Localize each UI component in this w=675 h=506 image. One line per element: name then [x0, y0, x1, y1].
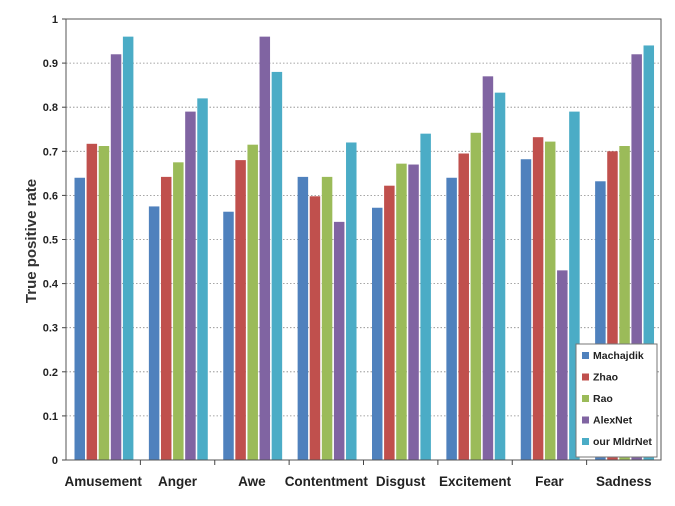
legend-entry: Zhao — [593, 372, 618, 384]
legend-entry: our MldrNet — [593, 436, 652, 448]
legend-swatch — [582, 352, 589, 359]
y-tick-label: 0.2 — [43, 367, 58, 379]
x-tick-label: Anger — [158, 474, 198, 489]
y-tick-label: 0.5 — [43, 235, 58, 247]
x-tick-labels: Amusement Anger Awe Contentment Disgust Excit… — [65, 474, 652, 489]
bar-our-mldrnet-awe — [271, 71, 283, 461]
x-tick-label: Amusement — [65, 474, 143, 489]
bar-rao-awe — [247, 144, 258, 460]
bar-machajdik-excitement — [446, 177, 457, 460]
x-tick-label: Excitement — [439, 474, 512, 489]
y-tick-labels: 0 0.1 0.2 0.3 0.4 0.5 0.6 0.7 0.8 0.9 1 — [43, 14, 59, 467]
bar-alexnet-contentment — [333, 221, 345, 460]
bar-machajdik-fear — [520, 159, 532, 460]
x-tick-label: Disgust — [376, 474, 426, 489]
y-tick-label: 0.9 — [43, 58, 58, 70]
bar-zhao-disgust — [384, 185, 395, 460]
bar-zhao-amusement — [86, 143, 98, 461]
bar-rao-amusement — [98, 146, 110, 460]
x-tick-label: Awe — [238, 474, 266, 489]
bar-zhao-excitement — [458, 153, 469, 460]
bar-rao-anger — [173, 162, 184, 460]
bar-alexnet-fear — [557, 270, 568, 460]
bar-our-mldrnet-anger — [197, 98, 208, 460]
y-axis-label: True positive rate — [23, 179, 40, 303]
bars-group — [74, 36, 655, 461]
bar-rao-disgust — [396, 163, 407, 460]
bar-zhao-sadness — [607, 151, 618, 461]
bar-zhao-awe — [235, 160, 246, 460]
y-tick-label: 0.6 — [43, 190, 58, 202]
bar-zhao-fear — [532, 137, 544, 461]
bar-our-mldrnet-contentment — [346, 142, 357, 461]
bar-our-mldrnet-excitement — [494, 92, 506, 460]
bar-our-mldrnet-amusement — [122, 36, 134, 460]
x-tick-label: Sadness — [596, 474, 652, 489]
bar-machajdik-awe — [223, 211, 234, 460]
y-tick-label: 0 — [52, 455, 58, 467]
bar-machajdik-disgust — [372, 207, 383, 460]
bar-our-mldrnet-fear — [569, 111, 580, 461]
bar-machajdik-contentment — [297, 176, 309, 461]
legend: Machajdik Zhao Rao AlexNet our MldrNet — [575, 343, 658, 458]
y-tick-label: 0.4 — [43, 279, 59, 291]
bar-alexnet-disgust — [408, 164, 419, 460]
legend-swatch — [582, 395, 589, 402]
legend-entry: Rao — [593, 393, 613, 405]
legend-swatch — [582, 416, 589, 424]
legend-swatch — [582, 373, 589, 381]
y-tick-label: 0.3 — [43, 323, 58, 335]
x-tick-label: Contentment — [285, 474, 369, 489]
legend-entry: AlexNet — [593, 415, 633, 427]
x-tick-label: Fear — [535, 474, 564, 489]
legend-swatch — [582, 438, 589, 445]
y-tick-label: 0.1 — [43, 411, 58, 423]
bar-rao-contentment — [321, 176, 333, 461]
bar-zhao-anger — [160, 176, 172, 461]
axes — [62, 18, 662, 465]
bar-machajdik-anger — [148, 206, 160, 460]
bar-machajdik-amusement — [74, 177, 85, 460]
bar-rao-fear — [544, 141, 556, 460]
legend-box — [575, 343, 658, 458]
bar-machajdik-sadness — [595, 181, 606, 460]
y-tick-label: 0.8 — [43, 102, 58, 114]
bar-zhao-contentment — [309, 196, 321, 461]
bar-rao-excitement — [470, 132, 482, 460]
bar-rao-sadness — [619, 146, 630, 460]
y-tick-label: 0.7 — [43, 146, 58, 158]
bar-alexnet-anger — [185, 111, 196, 461]
bar-alexnet-amusement — [110, 54, 122, 460]
bar-alexnet-awe — [259, 36, 271, 460]
y-tick-label: 1 — [52, 14, 58, 26]
bar-our-mldrnet-sadness — [643, 45, 655, 461]
legend-entry: Machajdik — [593, 350, 644, 362]
bar-alexnet-excitement — [482, 76, 494, 460]
bar-alexnet-sadness — [631, 54, 642, 460]
bar-our-mldrnet-disgust — [420, 133, 431, 460]
